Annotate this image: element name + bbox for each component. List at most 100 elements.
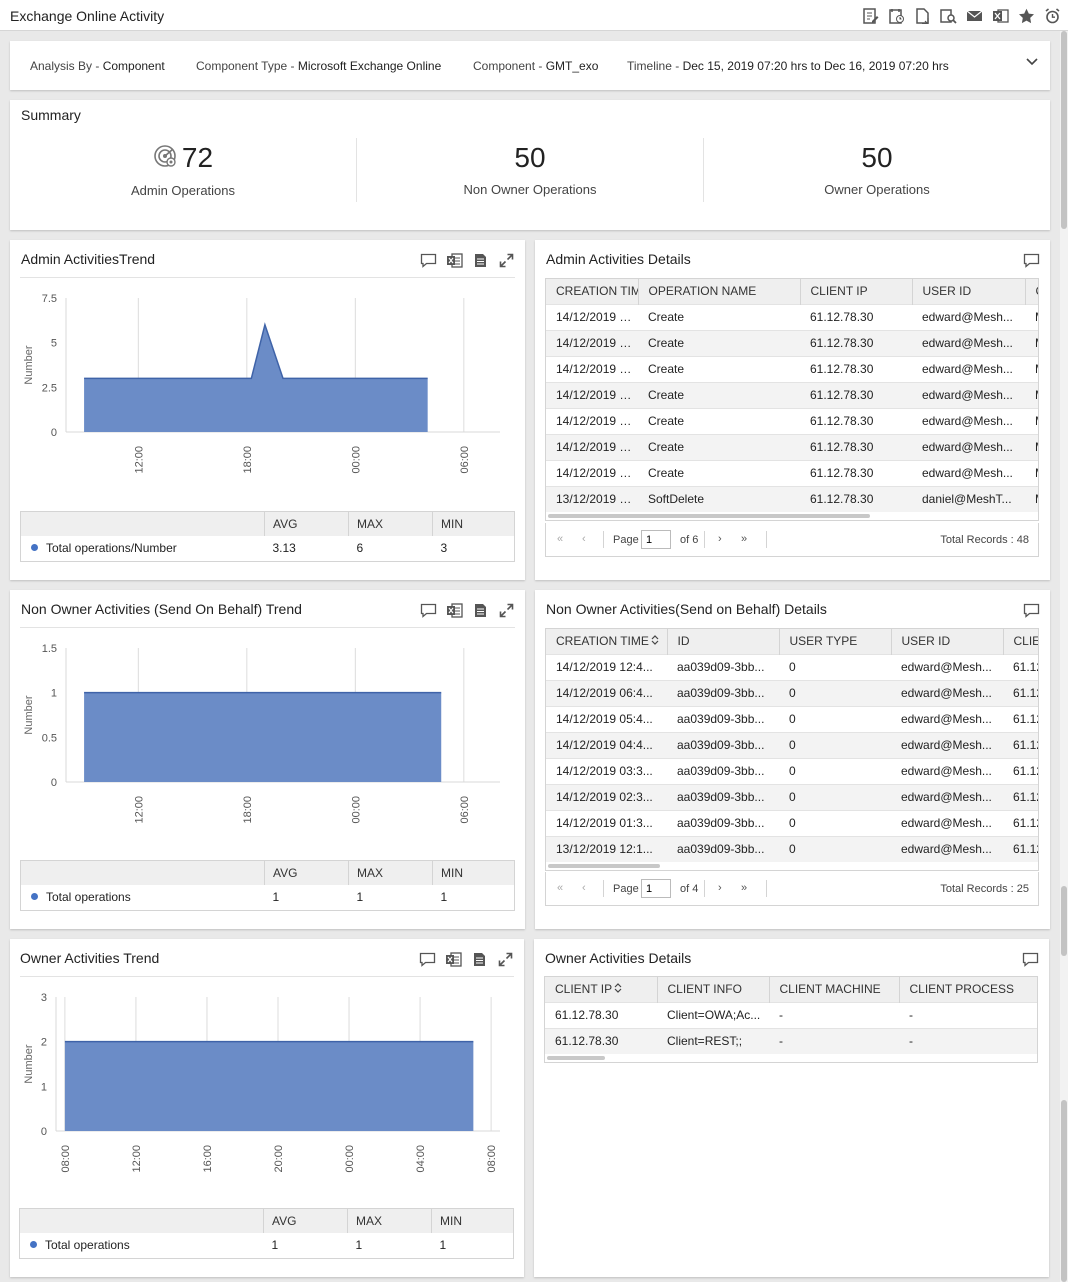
sort-icon[interactable] bbox=[651, 634, 659, 648]
alarm-clock-icon[interactable] bbox=[1043, 7, 1062, 24]
table-row[interactable]: 14/12/2019 06:4... aa039d09-3bb... 0 edward… bbox=[546, 679, 1038, 706]
column-header[interactable]: CLIENT IP bbox=[545, 977, 657, 1002]
page-number-input[interactable] bbox=[641, 530, 671, 549]
prev-page-icon[interactable]: ‹ bbox=[582, 533, 586, 545]
export-document-icon[interactable] bbox=[471, 252, 489, 268]
comment-icon[interactable] bbox=[1021, 951, 1039, 967]
column-header[interactable]: CLIENT IP bbox=[1002, 629, 1038, 654]
column-header[interactable]: OPERATION NAME bbox=[637, 279, 800, 304]
grid-hscroll-thumb[interactable] bbox=[548, 864, 660, 868]
table-row[interactable]: 14/12/2019 12:4... aa039d09-3bb... 0 edward… bbox=[546, 653, 1038, 680]
export-document-icon[interactable] bbox=[471, 602, 489, 618]
table-row[interactable]: 14/12/2019 06:4...Create61.12.78.30edwar… bbox=[546, 329, 1038, 356]
last-page-icon[interactable]: » bbox=[741, 882, 748, 894]
panel-title: Non Owner Activities (Send On Behalf) Tr… bbox=[21, 601, 302, 617]
legend-dot bbox=[31, 544, 38, 552]
table-cell: Client=OWA;Ac... bbox=[657, 1001, 769, 1028]
email-icon[interactable] bbox=[965, 7, 984, 24]
table-cell: Client=REST;; bbox=[657, 1027, 769, 1054]
page-scrollbar-thumb-top[interactable] bbox=[1061, 31, 1067, 229]
table-cell: - bbox=[899, 1001, 1037, 1028]
table-row[interactable]: 14/12/2019 05:4...Create61.12.78.30edwar… bbox=[546, 355, 1038, 382]
grid-hscroll-thumb[interactable] bbox=[548, 514, 870, 518]
chevron-down-icon[interactable] bbox=[1026, 55, 1038, 69]
table-row[interactable]: 14/12/2019 01:4...Create61.12.78.30edwar… bbox=[546, 459, 1038, 486]
expand-icon[interactable] bbox=[496, 951, 514, 967]
table-row[interactable]: 14/12/2019 01:3... aa039d09-3bb... 0 edward… bbox=[546, 809, 1038, 836]
sort-icon[interactable] bbox=[614, 982, 622, 996]
expand-icon[interactable] bbox=[497, 602, 515, 618]
comment-icon[interactable] bbox=[419, 602, 437, 618]
grid-hscrollbar[interactable] bbox=[546, 512, 1038, 520]
page-scrollbar-thumb-bottom[interactable] bbox=[1061, 1100, 1067, 1282]
export-pdf-icon[interactable] bbox=[913, 7, 932, 24]
table-row[interactable]: 61.12.78.30 Client=OWA;Ac... - - bbox=[545, 1001, 1037, 1028]
table-cell: M bbox=[1025, 329, 1038, 356]
column-header[interactable]: USER ID bbox=[911, 279, 1025, 304]
table-row[interactable]: 14/12/2019 02:3... aa039d09-3bb... 0 edward… bbox=[546, 783, 1038, 810]
table-cell: 0 bbox=[779, 783, 891, 810]
stats-header-max: MAX bbox=[348, 511, 433, 536]
table-cell: 61.12.78.30 bbox=[1003, 653, 1038, 680]
column-header[interactable]: ID bbox=[666, 629, 779, 654]
column-header[interactable]: CLIENT PROCESS bbox=[898, 977, 1037, 1002]
column-header[interactable]: USER TYPE bbox=[778, 629, 891, 654]
column-header[interactable]: USER ID bbox=[890, 629, 1003, 654]
export-document-icon[interactable] bbox=[470, 951, 488, 967]
stats-max: 1 bbox=[355, 1238, 363, 1253]
column-header[interactable]: CLIENT IP bbox=[799, 279, 912, 304]
grid-hscrollbar[interactable] bbox=[546, 862, 1038, 870]
prev-page-icon[interactable]: ‹ bbox=[582, 882, 586, 894]
page-scrollbar-thumb-middle[interactable] bbox=[1061, 886, 1067, 956]
table-row[interactable]: 14/12/2019 05:4... aa039d09-3bb... 0 edward… bbox=[546, 705, 1038, 732]
comment-icon[interactable] bbox=[419, 252, 437, 268]
grid-hscroll-thumb[interactable] bbox=[547, 1056, 605, 1060]
search-report-icon[interactable] bbox=[939, 7, 958, 24]
page-label: Page bbox=[613, 534, 639, 546]
comment-icon[interactable] bbox=[1022, 252, 1040, 268]
filter-label: Component Type - bbox=[196, 59, 298, 73]
table-cell: 0 bbox=[779, 809, 891, 836]
table-row[interactable]: 14/12/2019 03:3... aa039d09-3bb... 0 edward… bbox=[546, 757, 1038, 784]
first-page-icon[interactable]: « bbox=[557, 533, 564, 545]
grid-hscrollbar[interactable] bbox=[545, 1054, 1037, 1062]
table-cell: 14/12/2019 03:4... bbox=[546, 407, 638, 434]
column-header[interactable]: C bbox=[1024, 279, 1038, 304]
page-number-input[interactable] bbox=[641, 879, 671, 898]
column-header[interactable]: CREATION TIME bbox=[546, 279, 638, 304]
export-excel-icon[interactable] bbox=[445, 602, 463, 618]
table-cell: edward@Mesh... bbox=[912, 355, 1025, 382]
expand-icon[interactable] bbox=[497, 252, 515, 268]
comment-icon[interactable] bbox=[1022, 602, 1040, 618]
table-row[interactable]: 13/12/2019 12:1... aa039d09-3bb... 0 edward… bbox=[546, 835, 1038, 862]
comment-icon[interactable] bbox=[418, 951, 436, 967]
owner-details-panel: Owner Activities Details CLIENT IP CLIENT… bbox=[534, 939, 1049, 1277]
favorite-star-icon[interactable] bbox=[1017, 7, 1036, 24]
export-excel-icon[interactable] bbox=[444, 951, 462, 967]
page-scrollbar[interactable] bbox=[1060, 31, 1068, 1282]
table-row[interactable]: 14/12/2019 12:4...Create61.12.78.30edwar… bbox=[546, 303, 1038, 330]
last-page-icon[interactable]: » bbox=[741, 533, 748, 545]
table-row[interactable]: 14/12/2019 03:4...Create61.12.78.30edwar… bbox=[546, 407, 1038, 434]
table-cell: edward@Mesh... bbox=[891, 679, 1003, 706]
export-excel-icon[interactable] bbox=[991, 7, 1010, 24]
table-cell: aa039d09-3bb... bbox=[667, 757, 779, 784]
next-page-icon[interactable]: › bbox=[718, 882, 722, 894]
column-header[interactable]: CREATION TIME bbox=[546, 629, 667, 654]
table-row[interactable]: 61.12.78.30 Client=REST;; - - bbox=[545, 1027, 1037, 1054]
next-page-icon[interactable]: › bbox=[718, 533, 722, 545]
table-row[interactable]: 13/12/2019 12:4...SoftDelete61.12.78.30d… bbox=[546, 485, 1038, 512]
column-header[interactable]: CLIENT MACHINE bbox=[768, 977, 899, 1002]
schedule-report-icon[interactable] bbox=[887, 7, 906, 24]
table-cell: aa039d09-3bb... bbox=[667, 679, 779, 706]
table-row[interactable]: 14/12/2019 04:4... aa039d09-3bb... 0 edward… bbox=[546, 731, 1038, 758]
export-excel-icon[interactable] bbox=[445, 252, 463, 268]
table-row[interactable]: 14/12/2019 02:4...Create61.12.78.30edwar… bbox=[546, 433, 1038, 460]
y-tick-label: 1 bbox=[51, 688, 57, 700]
column-header[interactable]: CLIENT INFO bbox=[656, 977, 769, 1002]
edit-report-icon[interactable] bbox=[861, 7, 880, 24]
first-page-icon[interactable]: « bbox=[557, 882, 564, 894]
table-row[interactable]: 14/12/2019 04:4...Create61.12.78.30edwar… bbox=[546, 381, 1038, 408]
stats-avg: 3.13 bbox=[272, 541, 296, 556]
column-header-label: USER ID bbox=[922, 284, 972, 299]
